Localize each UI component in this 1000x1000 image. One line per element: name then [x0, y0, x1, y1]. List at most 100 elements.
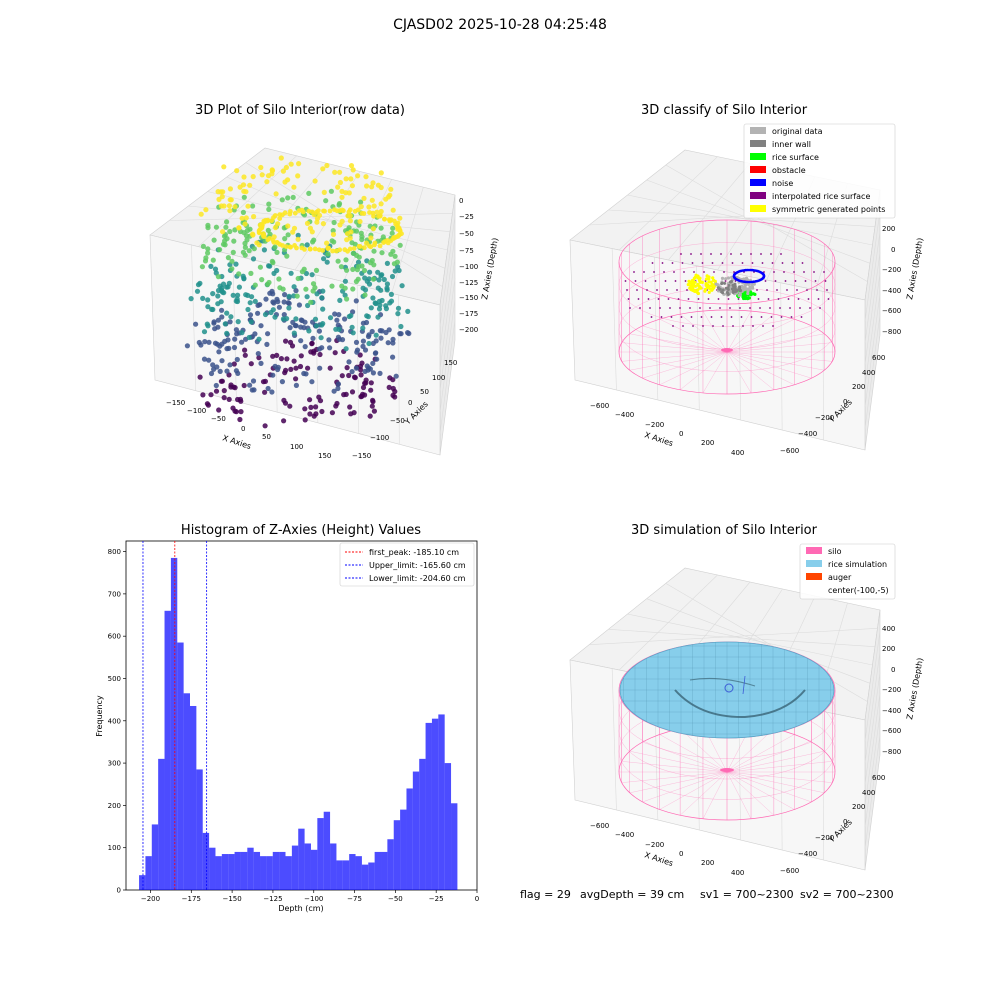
depth-point: [362, 392, 368, 398]
depth-point: [381, 276, 387, 283]
y-tick-label: 700: [108, 590, 121, 598]
depth-point: [300, 209, 306, 215]
interpolated-point: [709, 307, 711, 309]
depth-point: [270, 299, 276, 305]
depth-point: [220, 189, 226, 195]
depth-point: [249, 294, 255, 300]
interpolated-point: [800, 316, 803, 318]
symmetric-point: [692, 276, 696, 281]
depth-point: [242, 244, 248, 250]
depth-point: [215, 317, 221, 323]
histogram-bar: [310, 849, 318, 890]
original-data-point: [726, 276, 731, 280]
depth-point: [221, 388, 227, 394]
depth-point: [329, 410, 335, 416]
silo-wire: [659, 351, 728, 385]
depth-point: [375, 314, 381, 320]
depth-point: [287, 325, 293, 331]
depth-point: [364, 183, 370, 189]
silo-wire: [726, 351, 825, 371]
depth-point: [275, 299, 281, 305]
depth-point: [389, 273, 396, 280]
depth-point: [276, 276, 282, 282]
z-tick: −600: [882, 727, 901, 735]
depth-point: [289, 343, 296, 349]
depth-point: [255, 310, 261, 316]
silo-wire: [726, 771, 825, 793]
depth-point: [259, 277, 265, 283]
depth-point: [240, 209, 246, 215]
depth-point: [388, 186, 394, 192]
depth-point: [286, 293, 292, 299]
depth-point: [295, 236, 301, 242]
depth-point: [258, 360, 264, 366]
depth-point: [355, 276, 361, 282]
depth-point: [362, 245, 367, 251]
interpolated-point: [653, 271, 655, 273]
z-tick: −75: [459, 247, 474, 255]
depth-point: [370, 295, 376, 301]
depth-point: [265, 218, 270, 224]
depth-point: [369, 184, 375, 190]
depth-point: [221, 164, 227, 170]
depth-point: [220, 281, 227, 287]
depth-point: [319, 408, 325, 415]
depth-point: [397, 215, 403, 221]
interpolated-point: [680, 253, 682, 255]
depth-point: [200, 243, 206, 249]
depth-point: [367, 243, 372, 249]
y-tick-label: 500: [108, 675, 121, 683]
depth-point: [330, 231, 337, 237]
symmetric-point: [698, 279, 702, 283]
depth-point: [384, 281, 390, 287]
interpolated-point: [633, 271, 635, 273]
silo-wire: [629, 351, 728, 371]
depth-point: [251, 214, 257, 220]
depth-point: [232, 227, 238, 233]
interpolated-point: [770, 253, 772, 255]
depth-point: [327, 315, 334, 321]
depth-point: [290, 194, 296, 200]
depth-point: [358, 372, 364, 378]
depth-point: [219, 307, 225, 313]
histogram-bar: [330, 843, 337, 890]
raw-3d-plot: −150 −100 −50 0 50 100 150 X Axies −150 …: [149, 147, 500, 460]
z-tick: −150: [459, 294, 478, 302]
depth-point: [284, 356, 290, 362]
interpolated-point: [807, 298, 810, 300]
depth-point: [405, 308, 411, 314]
depth-point: [405, 330, 411, 336]
depth-point: [374, 209, 380, 215]
depth-point: [376, 298, 382, 304]
depth-point: [322, 208, 327, 214]
interpolated-point: [772, 325, 774, 327]
depth-point: [388, 298, 395, 304]
depth-point: [301, 370, 307, 377]
symmetric-point: [704, 277, 709, 281]
depth-point: [330, 228, 336, 234]
interpolated-point: [672, 325, 674, 327]
gridline: [822, 291, 824, 441]
y-tick: 600: [872, 774, 885, 782]
z-tick: −125: [459, 279, 478, 287]
depth-point: [236, 225, 242, 231]
depth-point: [216, 407, 222, 413]
depth-point: [221, 395, 227, 401]
depth-point: [337, 179, 343, 186]
depth-point: [360, 325, 366, 331]
z-tick: −400: [882, 707, 901, 715]
footer-flag: flag = 29: [520, 888, 571, 901]
gridline: [618, 574, 718, 671]
interpolated-point: [657, 298, 660, 300]
depth-point: [287, 403, 293, 409]
depth-point: [241, 194, 247, 200]
z-tick: −600: [882, 307, 901, 315]
silo-wire: [726, 342, 833, 353]
depth-point: [326, 337, 332, 343]
silo-wire: [642, 325, 728, 353]
histogram-bar: [355, 856, 362, 890]
interpolated-point: [806, 289, 808, 291]
inner-wall-point: [738, 285, 741, 289]
depth-point: [358, 230, 364, 236]
